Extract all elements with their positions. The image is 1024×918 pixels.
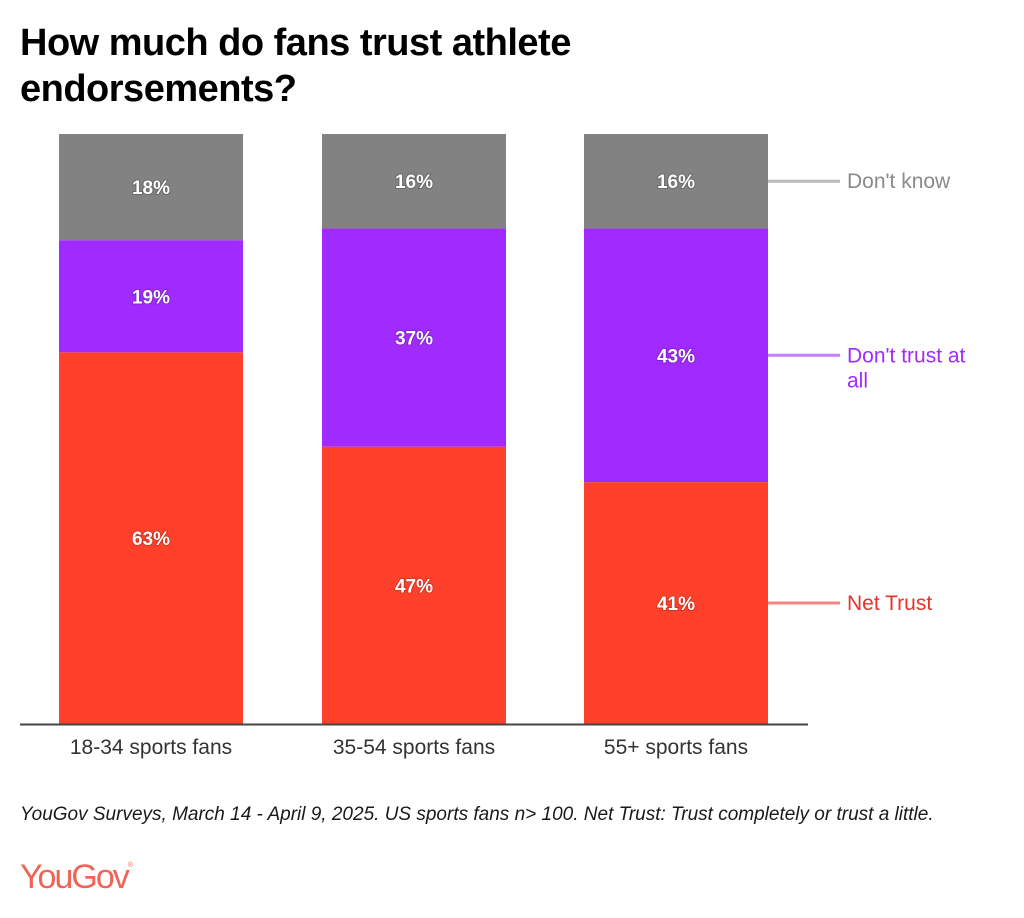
logo-text: YouGov (20, 858, 130, 896)
bar-55-sports-fans-don-t-trust-at-all (584, 228, 768, 483)
bar-35-54-sports-fans-don-t-trust-at-all (322, 228, 506, 447)
data-label-55-sports-fans-net-trust: 41% (657, 594, 695, 615)
category-label-35-54-sports-fans: 35-54 sports fans (333, 736, 495, 759)
legend-label-line: Don't trust at (847, 344, 966, 367)
bar-35-54-sports-fans-net-trust (322, 446, 506, 724)
legend-label-net-trust: Net Trust (847, 592, 932, 615)
bar-35-54-sports-fans-don-t-know (322, 134, 506, 229)
bar-55-sports-fans-don-t-know (584, 134, 768, 229)
legend-label-don-t-know: Don't know (847, 170, 951, 193)
legend-label-line: Net Trust (847, 592, 932, 615)
data-label-55-sports-fans-don-t-know: 16% (657, 172, 695, 193)
category-label-18-34-sports-fans: 18-34 sports fans (70, 736, 232, 759)
category-labels-group: 18-34 sports fans 35-54 sports fans 55+ sp… (70, 736, 748, 759)
data-label-18-34-sports-fans-net-trust: 63% (132, 529, 170, 550)
legend-label-line: Don't know (847, 170, 951, 193)
data-label-35-54-sports-fans-don-t-know: 16% (395, 172, 433, 193)
legend-label-line: all (847, 369, 868, 392)
data-label-18-34-sports-fans-don-t-know: 18% (132, 178, 170, 199)
category-label-55-sports-fans: 55+ sports fans (604, 736, 748, 759)
yougov-logo: YouGov® (20, 858, 133, 897)
bars-group (59, 134, 768, 724)
data-label-35-54-sports-fans-don-t-trust-at-all: 37% (395, 329, 433, 350)
source-note: YouGov Surveys, March 14 - April 9, 2025… (20, 804, 934, 825)
bar-18-34-sports-fans-net-trust (59, 352, 243, 724)
bar-18-34-sports-fans-don-t-know (59, 134, 243, 241)
data-label-18-34-sports-fans-don-t-trust-at-all: 19% (132, 287, 170, 308)
bar-55-sports-fans-net-trust (584, 482, 768, 724)
chart-title: How much do fans trust athlete endorseme… (20, 22, 571, 110)
data-label-35-54-sports-fans-net-trust: 47% (395, 576, 433, 597)
data-label-55-sports-fans-don-t-trust-at-all: 43% (657, 346, 695, 367)
segment-labels-group: 63% 19% 18% 47% 37% 16% 41% 43% 16% (131, 171, 696, 616)
stacked-bar-chart: 63% 19% 18% 47% 37% 16% 41% 43% 16% 18-34 sports… (20, 134, 966, 759)
bar-18-34-sports-fans-don-t-trust-at-all (59, 240, 243, 353)
legend-label-don-t-trust-at-all: Don't trust at all (847, 344, 966, 392)
legend-group: Net Trust Don't trust at all Don't know (768, 170, 966, 615)
registered-mark: ® (127, 862, 133, 869)
